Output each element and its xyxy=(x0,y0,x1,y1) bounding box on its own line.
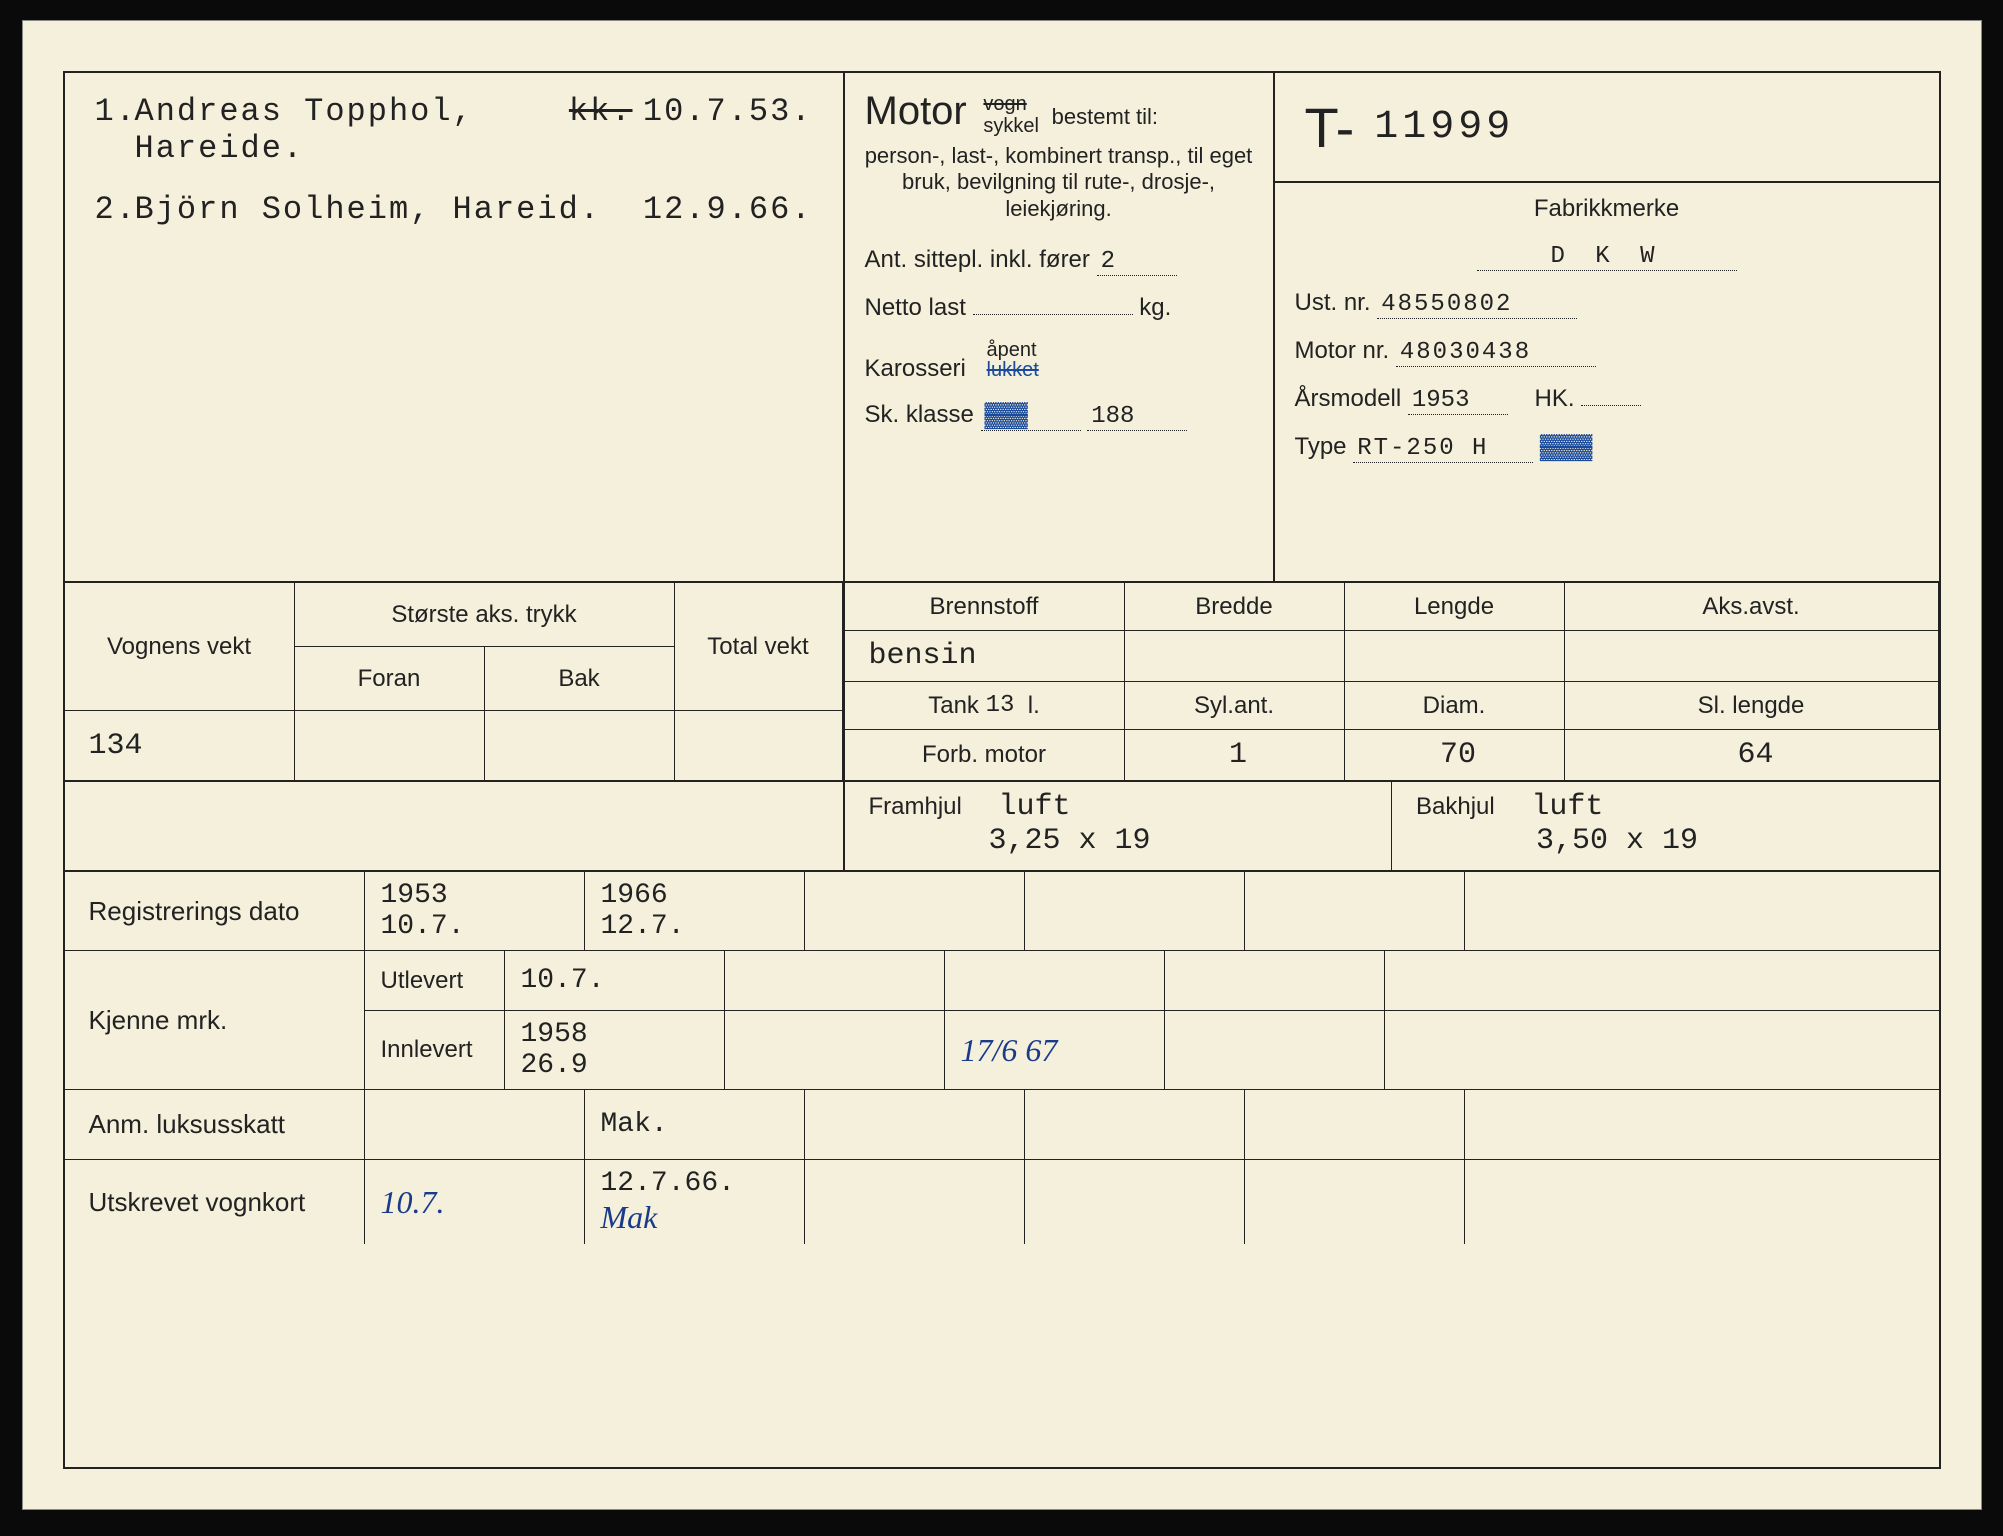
total-vekt-label: Total vekt xyxy=(675,583,843,711)
kjenne-block: Kjenne mrk. Utlevert 10.7. Innleve xyxy=(65,951,1939,1090)
aksavst-label: Aks.avst. xyxy=(1565,583,1939,631)
rear-wheel: Bakhjul luft 3,50 x 19 xyxy=(1392,782,1939,870)
owner-mark: kk. xyxy=(569,93,633,167)
owner-number: 1. xyxy=(95,93,135,167)
motor-title: Motor xyxy=(865,89,967,134)
frame: 1. Andreas Topphol, Hareide. kk. 10.7.53… xyxy=(63,71,1941,1469)
fuel-value: bensin xyxy=(845,631,1125,682)
bottom-section: Registrerings dato 1953 10.7. 1966 12.7. xyxy=(65,872,1939,1244)
vognens-vekt-value: 134 xyxy=(65,711,295,780)
registration-card: 1. Andreas Topphol, Hareide. kk. 10.7.53… xyxy=(22,20,1982,1510)
brennstoff-label: Brennstoff xyxy=(845,583,1125,631)
bak-label: Bak xyxy=(485,647,675,711)
owners-panel: 1. Andreas Topphol, Hareide. kk. 10.7.53… xyxy=(65,73,845,581)
plate-number: 11999 xyxy=(1374,105,1514,150)
netto-field: Netto last kg. xyxy=(865,294,1253,322)
reg-date-cell: 1966 12.7. xyxy=(585,872,805,950)
front-wheel: Framhjul luft 3,25 x 19 xyxy=(845,782,1393,870)
karosseri-field: Karosseri åpent lukket xyxy=(865,340,1253,383)
sl-value: 64 xyxy=(1565,730,1939,780)
make-value: D K W xyxy=(1477,243,1737,271)
tech-panel: Brennstoff Bredde Lengde Aks.avst. bensi… xyxy=(845,583,1939,780)
front-wheel-type: luft xyxy=(999,790,1071,824)
fabrikmerke-box: Fabrikkmerke D K W Ust. nr. 48550802 Mot… xyxy=(1275,183,1939,581)
motor-nr-value: 48030438 xyxy=(1396,339,1596,367)
motor-subtype: vogn sykkel xyxy=(983,93,1039,137)
sl-label: Sl. lengde xyxy=(1565,682,1939,730)
fabrik-title: Fabrikkmerke xyxy=(1295,195,1919,223)
tank-label: Tank 13 l. xyxy=(845,682,1125,730)
owner-row: 2. Björn Solheim, Hareid. 12.9.66. xyxy=(95,191,813,228)
sk-value: 188 xyxy=(1087,403,1187,431)
motor-panel: Motor vogn sykkel bestemt til: person-, … xyxy=(845,73,1275,581)
owner-date: 12.9.66. xyxy=(633,191,813,228)
year-value: 1953 xyxy=(1408,387,1508,415)
forb-label: Forb. motor xyxy=(845,730,1125,780)
owner-name: Andreas Topphol, Hareide. xyxy=(135,93,569,167)
motor-description: person-, last-, kombinert transp., til e… xyxy=(865,143,1253,222)
aks-trykk-label: Største aks. trykk xyxy=(295,583,675,647)
top-section: 1. Andreas Topphol, Hareide. kk. 10.7.53… xyxy=(65,73,1939,583)
luksus-value: Mak. xyxy=(585,1090,805,1159)
diam-label: Diam. xyxy=(1345,682,1565,730)
vognens-vekt-label: Vognens vekt xyxy=(65,583,295,711)
wheels-row: Framhjul luft 3,25 x 19 Bakhjul luft 3,5… xyxy=(65,782,1939,872)
registrering-row: Registrerings dato 1953 10.7. 1966 12.7. xyxy=(65,872,1939,951)
type-value: RT-250 H xyxy=(1353,435,1533,463)
luksusskatt-row: Anm. luksusskatt Mak. xyxy=(65,1090,1939,1160)
owner-date: 10.7.53. xyxy=(633,93,813,167)
front-wheel-size: 3,25 x 19 xyxy=(989,824,1151,858)
seats-field: Ant. sittepl. inkl. fører 2 xyxy=(865,246,1253,276)
rear-wheel-type: luft xyxy=(1531,790,1603,824)
utlevert-cell: 10.7. xyxy=(505,951,725,1010)
netto-value xyxy=(973,314,1133,315)
mid-section: Vognens vekt Største aks. trykk Total ve… xyxy=(65,583,1939,782)
sk-klasse-field: Sk. klasse ▓▓▓ 188 xyxy=(865,401,1253,431)
lengde-label: Lengde xyxy=(1345,583,1565,631)
reg-date-cell: 1953 10.7. xyxy=(365,872,585,950)
ust-value: 48550802 xyxy=(1377,291,1577,319)
innlevert-cell: 1958 26.9 xyxy=(505,1011,725,1089)
plate-prefix: T- xyxy=(1305,95,1355,160)
vognkort-v2: 12.7.66. Mak xyxy=(585,1160,805,1244)
owner-name: Björn Solheim, Hareid. xyxy=(135,191,633,228)
motor-bestemt: bestemt til: xyxy=(1052,104,1158,129)
innlevert-handwritten: 17/6 67 xyxy=(945,1011,1165,1089)
right-panel: T- 11999 Fabrikkmerke D K W Ust. nr. 485… xyxy=(1275,73,1939,581)
foran-label: Foran xyxy=(295,647,485,711)
weight-panel: Vognens vekt Største aks. trykk Total ve… xyxy=(65,583,845,780)
syl-value: 1 xyxy=(1125,730,1345,780)
syl-label: Syl.ant. xyxy=(1125,682,1345,730)
vognkort-v1: 10.7. xyxy=(365,1160,585,1244)
bredde-label: Bredde xyxy=(1125,583,1345,631)
rear-wheel-size: 3,50 x 19 xyxy=(1536,824,1698,858)
diam-value: 70 xyxy=(1345,730,1565,780)
vognkort-row: Utskrevet vognkort 10.7. 12.7.66. Mak xyxy=(65,1160,1939,1244)
owner-row: 1. Andreas Topphol, Hareide. kk. 10.7.53… xyxy=(95,93,813,167)
owner-number: 2. xyxy=(95,191,135,228)
plate-box: T- 11999 xyxy=(1275,73,1939,183)
seats-value: 2 xyxy=(1097,248,1177,276)
